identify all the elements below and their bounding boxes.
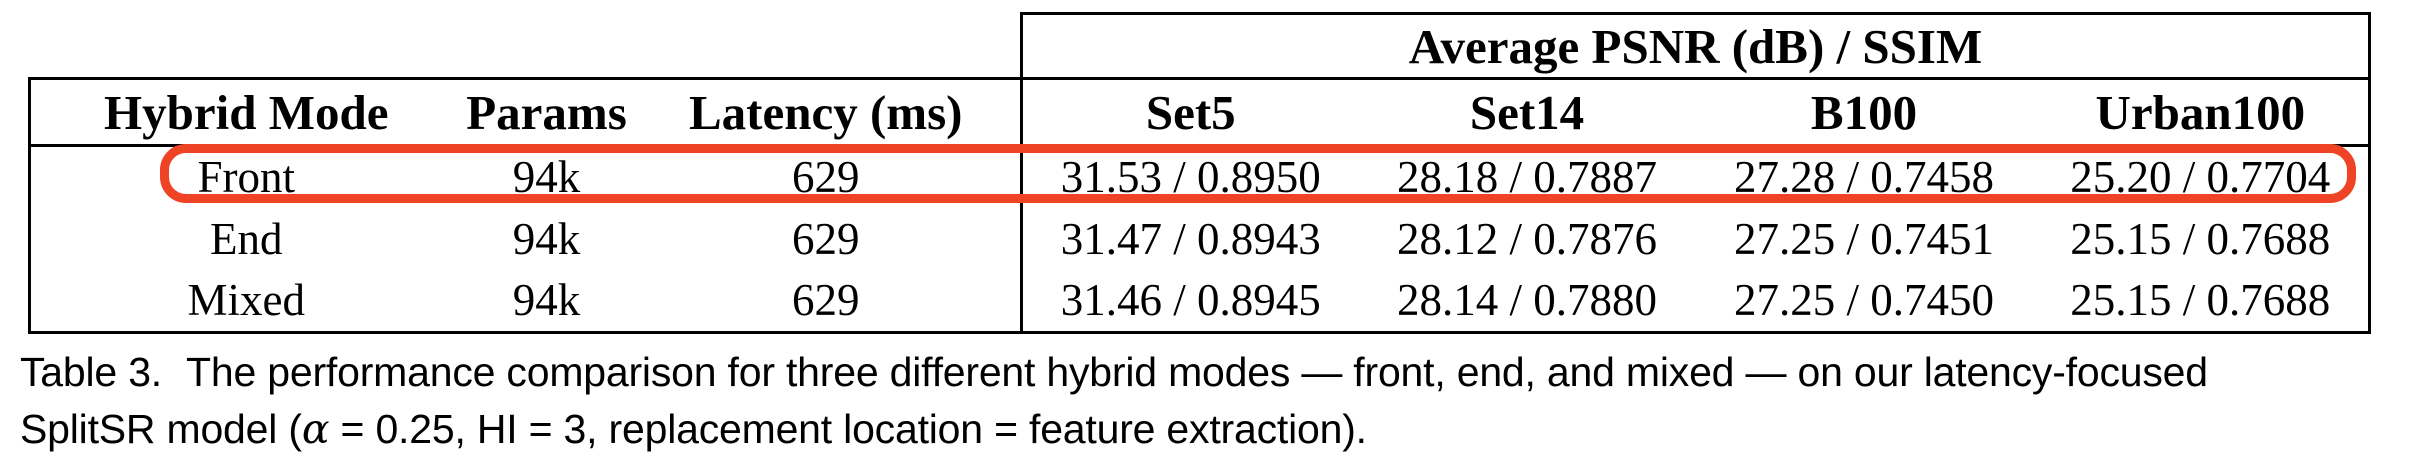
cell-mixed-set5: 31.46 / 0.8945 <box>1020 269 1359 334</box>
cell-mixed-urban100: 25.15 / 0.7688 <box>2032 269 2372 334</box>
avg-psnr-ssim-span-header: Average PSNR (dB) / SSIM <box>1019 12 2372 80</box>
caption-line-1: Table 3. The performance comparison for t… <box>20 344 2424 401</box>
caption-line2-prefix: SplitSR model ( <box>20 406 302 452</box>
cell-end-set14: 28.12 / 0.7876 <box>1396 213 1657 264</box>
alpha-symbol: α <box>301 405 330 453</box>
cell-mixed-b100: 27.25 / 0.7450 <box>1695 269 2033 334</box>
col-header-urban100: Urban100 <box>2032 77 2372 147</box>
table-caption: Table 3. The performance comparison for t… <box>20 344 2424 458</box>
cell-front-hybrid-mode: Front <box>28 145 462 208</box>
col-header-latency: Latency (ms) <box>631 77 1022 147</box>
cell-mixed-set14: 28.14 / 0.7880 <box>1358 269 1696 334</box>
table-row-end: End 94k 629 31.47 / 0.8943 28.12 / 0.787… <box>28 207 2372 270</box>
table-row-mixed: Mixed 94k 629 31.46 / 0.8945 28.14 / 0.7… <box>28 269 2372 334</box>
cell-front-b100: 27.28 / 0.7458 <box>1733 152 1994 203</box>
col-header-set5: Set5 <box>1020 77 1359 147</box>
caption-text-line1: The performance comparison for three dif… <box>186 349 2208 395</box>
cell-front-latency: 629 <box>792 152 860 203</box>
cell-front-urban100: 25.20 / 0.7704 <box>2032 145 2372 208</box>
cell-mixed-latency: 629 <box>631 269 1022 334</box>
empty-corner-cell <box>30 14 1022 79</box>
results-table: Average PSNR (dB) / SSIM Hybrid Mode Par… <box>28 12 2372 334</box>
cell-end-set5: 31.47 / 0.8943 <box>1020 207 1359 270</box>
cell-front-set5: 31.53 / 0.8950 <box>1020 145 1359 208</box>
cell-front-set14: 28.18 / 0.7887 <box>1396 152 1657 203</box>
cell-mixed-hybrid-mode: Mixed <box>28 269 462 334</box>
cell-end-params: 94k <box>512 213 581 264</box>
col-header-hybrid-mode: Hybrid Mode <box>28 77 462 147</box>
caption-line-2: SplitSR model (α = 0.25, HI = 3, replace… <box>20 401 2424 458</box>
cell-end-urban100: 25.15 / 0.7688 <box>2032 207 2372 270</box>
col-header-set14: Set14 <box>1358 77 1696 147</box>
table-row-front: Front 94k 629 31.53 / 0.8950 28.18 / 0.7… <box>28 145 2372 208</box>
cell-end-latency: 629 <box>792 213 860 264</box>
col-header-params: Params <box>461 77 632 147</box>
caption-label: Table 3. <box>20 349 163 395</box>
cell-front-params: 94k <box>512 152 581 203</box>
cell-end-b100: 27.25 / 0.7451 <box>1733 213 1994 264</box>
cell-end-hybrid-mode: End <box>28 207 462 270</box>
col-header-b100: B100 <box>1695 77 2033 147</box>
caption-line2-suffix: = 0.25, HI = 3, replacement location = f… <box>329 406 1368 452</box>
cell-mixed-params: 94k <box>461 269 632 334</box>
